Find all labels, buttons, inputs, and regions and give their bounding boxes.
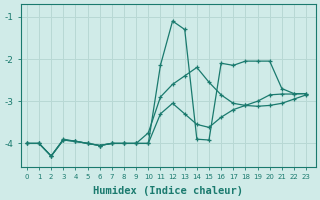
X-axis label: Humidex (Indice chaleur): Humidex (Indice chaleur): [93, 186, 243, 196]
